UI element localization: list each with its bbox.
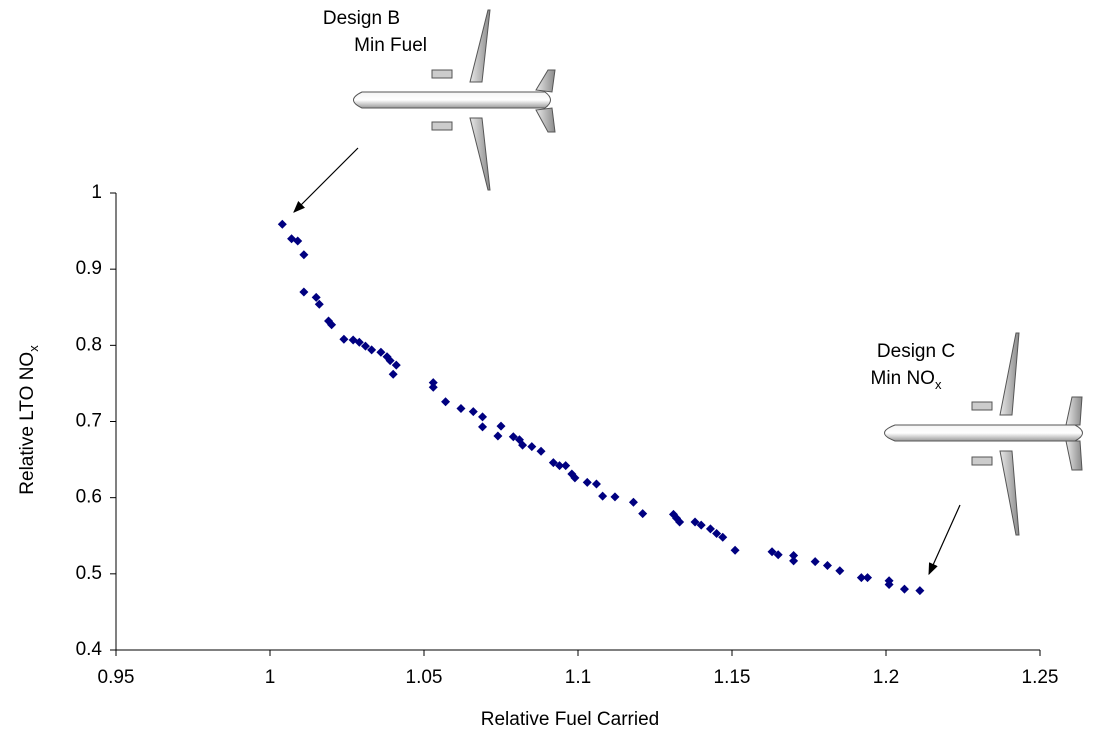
arrow (928, 504, 961, 576)
point (561, 461, 571, 471)
x-axis-title: Relative Fuel Carried (481, 709, 659, 730)
point (730, 545, 740, 555)
point (311, 292, 321, 302)
point (555, 461, 565, 471)
point (598, 491, 608, 501)
point (360, 341, 370, 351)
point (610, 492, 620, 502)
point (376, 347, 386, 357)
point (675, 517, 685, 527)
point (822, 560, 832, 570)
point (277, 219, 287, 229)
point (705, 524, 715, 534)
point (712, 528, 722, 538)
point (367, 345, 377, 355)
x-tick-label: 1.05 (406, 667, 443, 688)
annotation: Min NOx (871, 368, 942, 392)
point (493, 431, 503, 441)
point (327, 320, 337, 330)
point (628, 497, 638, 507)
point (789, 551, 799, 561)
point (863, 573, 873, 583)
point (468, 407, 478, 417)
point (718, 532, 728, 542)
x-tick-label: 1.25 (1022, 667, 1059, 688)
point (548, 458, 558, 468)
point (478, 422, 488, 432)
point (518, 440, 528, 450)
point (388, 369, 398, 379)
annotation: Min Fuel (354, 35, 427, 56)
y-tick-label: 0.4 (76, 639, 103, 660)
point (496, 421, 506, 431)
x-tick-label: 1 (265, 667, 276, 688)
point (591, 479, 601, 489)
plot-area: 0.4 0.5 0.6 0.7 0.8 0.9 1 0.95 1 1.05 1.1 1.15 1.2 1.… (76, 182, 1059, 688)
point (339, 334, 349, 344)
y-tick-label: 0.8 (76, 334, 102, 355)
point (536, 446, 546, 456)
point (456, 404, 466, 414)
x-tick-label: 1.15 (714, 667, 751, 688)
x-tick-label: 1.2 (873, 667, 899, 688)
point (899, 584, 909, 594)
point (354, 337, 364, 347)
point (638, 509, 648, 519)
x-tick-label: 1.1 (565, 667, 591, 688)
point (314, 299, 324, 309)
point (385, 356, 395, 366)
airplane-c (884, 332, 1083, 536)
point (696, 520, 706, 530)
point (478, 412, 488, 422)
point (299, 250, 309, 260)
arrow (293, 147, 359, 213)
point (508, 432, 518, 442)
annotation: Design C (877, 341, 955, 362)
y-tick-label: 0.9 (76, 258, 102, 279)
y-tick-label: 0.7 (76, 411, 102, 432)
point (789, 556, 799, 566)
point (773, 550, 783, 560)
point (767, 547, 777, 557)
point (810, 557, 820, 567)
point (299, 287, 309, 297)
point (690, 517, 700, 527)
point (293, 236, 303, 246)
point (835, 566, 845, 576)
point (441, 397, 451, 407)
point (527, 442, 537, 452)
point (582, 477, 592, 487)
point (570, 473, 580, 483)
point (428, 382, 438, 392)
point (884, 579, 894, 589)
y-tick-label: 1 (91, 182, 102, 203)
annotation: Design B (323, 8, 400, 29)
point (391, 360, 401, 370)
x-tick-label: 0.95 (98, 667, 135, 688)
y-axis-title: Relative LTO NOx (17, 345, 41, 495)
point (915, 586, 925, 596)
y-tick-label: 0.6 (76, 487, 102, 508)
airplane-b (353, 9, 556, 191)
y-tick-label: 0.5 (76, 563, 102, 584)
point (428, 378, 438, 388)
point (856, 573, 866, 583)
